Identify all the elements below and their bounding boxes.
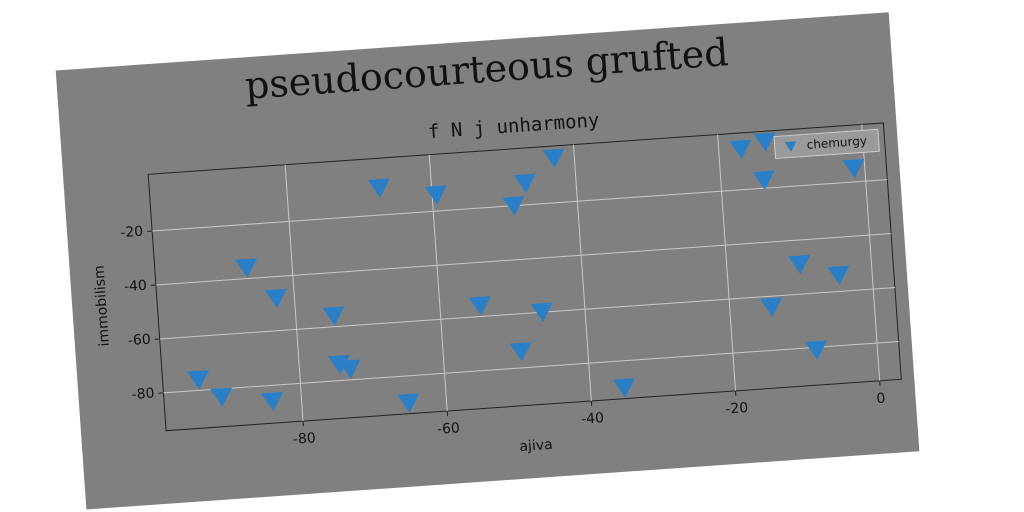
- x-tick-label: -80: [292, 430, 316, 448]
- scatter-point: [264, 288, 287, 309]
- grid-line: [159, 287, 895, 340]
- grid-line: [155, 233, 892, 286]
- grid-line: [717, 134, 737, 391]
- legend-marker: [784, 141, 797, 152]
- scatter-point: [261, 392, 284, 412]
- y-tick-label: -80: [131, 386, 155, 404]
- scatter-point: [752, 170, 775, 190]
- legend: chemurgy: [773, 128, 880, 160]
- scatter-point: [509, 342, 532, 362]
- y-tick-label: -40: [124, 278, 148, 296]
- grid-line: [861, 124, 881, 381]
- legend-label: chemurgy: [806, 134, 867, 152]
- x-tick-label: -20: [725, 400, 749, 418]
- scatter-point: [468, 296, 491, 316]
- grid-line: [163, 341, 899, 394]
- x-tick-label: 0: [876, 390, 886, 407]
- y-tick-label: -60: [127, 332, 151, 350]
- scatter-point: [367, 178, 390, 198]
- scatter-point: [187, 370, 210, 390]
- scatter-point: [235, 258, 258, 278]
- scatter-point: [827, 265, 850, 286]
- scatter-point: [753, 132, 776, 152]
- scatter-point: [502, 196, 525, 216]
- legend-box: [773, 128, 880, 160]
- scatter-point: [805, 340, 828, 360]
- scatter-point: [210, 387, 233, 407]
- x-axis-label: ajiva: [519, 437, 553, 455]
- x-tick-label: -40: [581, 410, 605, 428]
- y-tick-label: -20: [120, 224, 144, 242]
- scatter-point: [338, 359, 361, 379]
- plot-area: [147, 122, 902, 432]
- scatter-point: [397, 393, 420, 413]
- scatter-point: [424, 185, 447, 205]
- scatter-point: [729, 139, 752, 160]
- x-tick-label: -60: [436, 420, 460, 438]
- scatter-point: [760, 297, 783, 317]
- grid-line: [572, 144, 592, 402]
- scatter-point: [530, 302, 553, 323]
- scatter-point: [322, 306, 345, 326]
- scatter-point: [513, 173, 536, 194]
- figure: pseudocourteous grufted f N j unharmony …: [55, 12, 920, 510]
- scatter-point: [842, 158, 865, 179]
- scatter-point: [542, 148, 565, 169]
- scatter-point: [612, 378, 635, 398]
- y-axis-label: immobilism: [91, 265, 113, 347]
- scatter-point: [328, 354, 350, 375]
- scatter-point: [788, 254, 811, 275]
- grid-line: [284, 164, 304, 422]
